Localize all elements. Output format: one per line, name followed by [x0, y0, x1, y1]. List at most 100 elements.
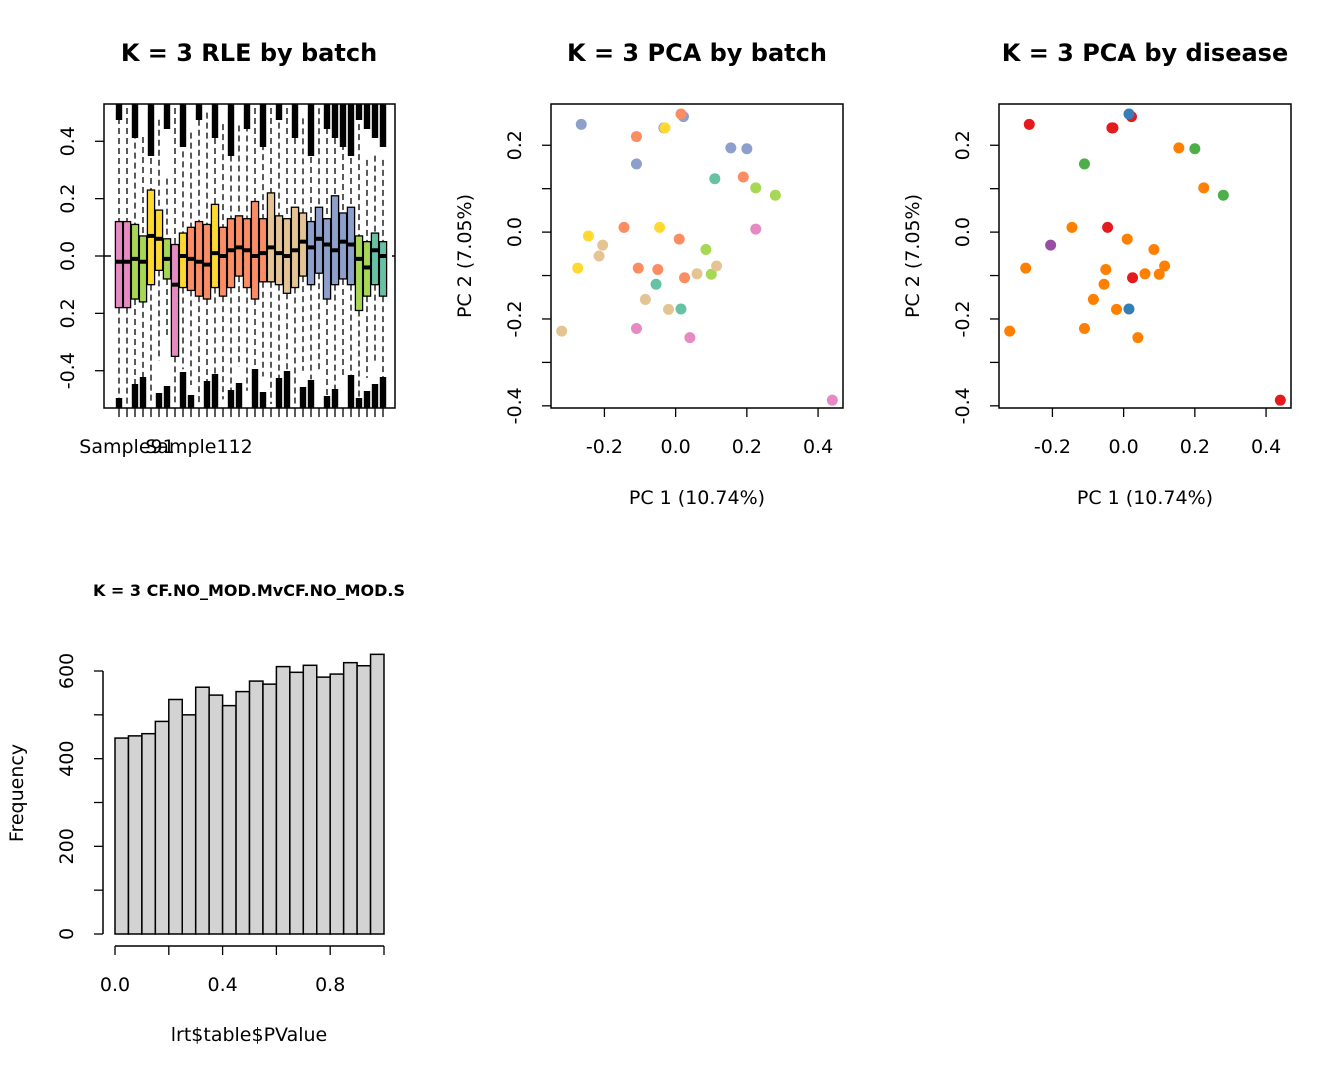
pca-disease-point: [1100, 263, 1112, 275]
rle-box: [178, 232, 188, 289]
histogram-bar: [369, 653, 385, 935]
pca-batch-point: [705, 268, 717, 280]
rle-x-tick-label: Sample112: [145, 436, 253, 458]
rle-box: [138, 235, 148, 303]
pca-batch-point: [556, 325, 568, 337]
rle-outliers-bottom: [211, 374, 219, 408]
pca-batch-point: [750, 182, 762, 194]
pca-disease-y-tick-label: 0.2: [952, 130, 974, 160]
rle-y-tick-label: 0.2: [57, 184, 79, 214]
rle-outliers-top: [347, 104, 355, 156]
pca-batch-point: [769, 189, 781, 201]
histogram-bar: [114, 737, 130, 935]
rle-outliers-bottom: [203, 381, 211, 408]
rle-outliers-bottom: [307, 380, 315, 408]
histogram-bar: [208, 694, 224, 935]
pca-disease-point: [1132, 332, 1144, 344]
pca-batch-point: [826, 394, 838, 406]
pca-batch-point: [632, 262, 644, 274]
rle-outliers-top: [211, 104, 219, 138]
rle-outliers-top: [323, 104, 331, 129]
pca-disease-xlabel: PC 1 (10.74%): [1077, 487, 1213, 509]
pca-disease-y-tick-label: -0.4: [952, 387, 974, 424]
pca-batch-point: [659, 122, 671, 134]
rle-outliers-top: [275, 104, 283, 120]
histogram-title: K = 3 CF.NO_MOD.MvCF.NO_MOD.S: [93, 581, 405, 600]
pca-batch-point: [737, 171, 749, 183]
histogram-bar: [168, 698, 184, 935]
pca-disease-x-tick-label: 0.4: [1251, 436, 1281, 458]
rle-outliers-bottom: [163, 386, 171, 408]
rle-outliers-top: [379, 104, 387, 147]
pca-disease-x-tick-label: -0.2: [1034, 436, 1071, 458]
histogram-bar: [316, 676, 331, 935]
rle-outliers-bottom: [179, 372, 187, 408]
histogram-bar: [342, 661, 358, 935]
pca-batch-point: [675, 303, 687, 315]
histogram-plot-area: 0.0 0.4 0.8 0 200 400 600: [56, 653, 385, 996]
pca-batch-point: [654, 221, 666, 233]
histogram-bar: [194, 686, 210, 935]
rle-box: [290, 206, 300, 289]
rle-outliers-bottom: [299, 387, 307, 408]
rle-outliers-bottom: [379, 377, 387, 408]
rle-outliers-top: [291, 104, 299, 138]
histogram-bar: [275, 665, 291, 935]
rle-box: [202, 223, 212, 300]
histogram-bar: [329, 673, 345, 935]
pca-batch-point: [650, 278, 662, 290]
pca-batch-point: [709, 173, 721, 185]
rle-outliers-top: [131, 104, 139, 138]
rle-outliers-bottom: [155, 393, 163, 408]
pca-disease-plot-area: -0.2 0.0 0.2 0.4 -0.4 -0.2 0.0 0.2: [952, 103, 1292, 458]
pca-batch-point: [675, 108, 687, 120]
histogram-y-tick-label: 400: [56, 741, 78, 777]
pca-batch-point: [700, 243, 712, 255]
rle-box: [274, 215, 284, 286]
rle-box: [114, 220, 124, 309]
pca-disease-y-tick-label: 0.0: [952, 217, 974, 247]
rle-box: [194, 220, 204, 297]
rle-box: [122, 220, 132, 309]
histogram-bar: [127, 735, 143, 935]
rle-outliers-bottom: [347, 375, 355, 408]
pca-batch-point: [725, 142, 737, 154]
rle-outliers-top: [115, 104, 123, 120]
pca-disease-ylabel: PC 2 (7.05%): [902, 194, 924, 318]
pca-batch-y-tick-label: -0.2: [504, 300, 526, 337]
pca-batch-point: [630, 323, 642, 335]
pca-disease-panel: K = 3 PCA by disease -0.2 0.0 0.2 0.4-0.4-0…: [902, 39, 1292, 509]
pca-disease-point: [1121, 233, 1133, 245]
histogram-y-tick-label: 0: [56, 928, 78, 940]
pca-batch-ylabel: PC 2 (7.05%): [454, 194, 476, 318]
rle-title: K = 3 RLE by batch: [121, 39, 377, 67]
rle-box: [266, 192, 276, 283]
histogram-bar: [141, 732, 157, 935]
pca-batch-point: [630, 158, 642, 170]
pca-disease-point: [1173, 142, 1185, 154]
histogram-panel: K = 3 CF.NO_MOD.MvCF.NO_MOD.S 0.0 0.4 0.80…: [6, 581, 405, 1046]
rle-y-tick-label: 0.0: [57, 241, 79, 271]
rle-outliers-top: [371, 104, 379, 138]
rle-box: [218, 226, 228, 297]
rle-outliers-bottom: [283, 371, 291, 408]
pca-disease-point: [1127, 272, 1139, 284]
pca-batch-point: [663, 303, 675, 315]
pca-batch-point: [679, 272, 691, 284]
histogram-y-tick-label: 600: [56, 653, 78, 689]
pca-disease-point: [1107, 122, 1119, 134]
pca-disease-point: [1189, 143, 1201, 155]
rle-box: [330, 195, 340, 286]
rle-outliers-top: [227, 104, 235, 156]
rle-outliers-top: [195, 104, 203, 120]
pca-batch-panel: K = 3 PCA by batch -0.2 0.0 0.2 0.4-0.4-0.2…: [454, 39, 844, 509]
rle-outliers-top: [243, 104, 251, 129]
rle-box: [226, 218, 236, 289]
pca-batch-point: [673, 233, 685, 245]
pca-batch-xlabel: PC 1 (10.74%): [629, 487, 765, 509]
histogram-bar: [181, 714, 197, 935]
rle-box: [242, 218, 252, 289]
pca-disease-point: [1148, 243, 1160, 255]
rle-outliers-top: [355, 104, 363, 120]
